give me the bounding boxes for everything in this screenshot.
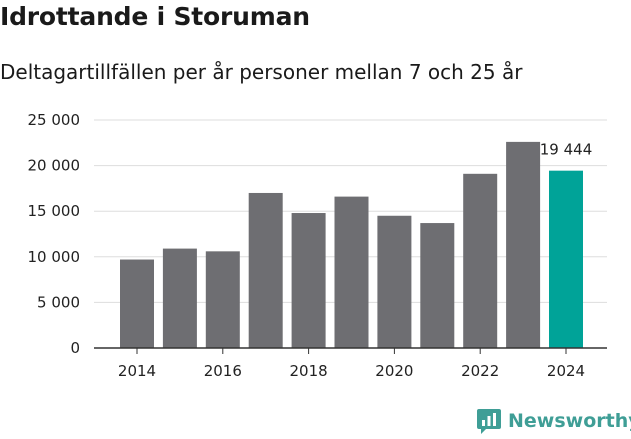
bar-2018 bbox=[291, 213, 326, 348]
chart-subtitle: Deltagartillfällen per år personer mella… bbox=[0, 60, 523, 84]
y-tick-label: 10 000 bbox=[28, 248, 81, 266]
x-tick-label: 2022 bbox=[461, 362, 499, 380]
bar-2017 bbox=[248, 192, 283, 348]
y-tick-label: 20 000 bbox=[28, 157, 81, 175]
bar-2016 bbox=[205, 251, 240, 348]
data-label: 19 444 bbox=[540, 141, 593, 159]
bar-2021 bbox=[420, 223, 455, 348]
newsworthy-brand: Newsworthy bbox=[476, 407, 631, 435]
chart-title: Idrottande i Storuman bbox=[0, 2, 310, 31]
y-tick-label: 15 000 bbox=[28, 202, 81, 220]
bar-2015 bbox=[162, 248, 197, 348]
bar-2022 bbox=[463, 173, 498, 348]
y-tick-label: 5 000 bbox=[37, 293, 80, 311]
bar-2019 bbox=[334, 196, 369, 348]
x-tick-label: 2020 bbox=[375, 362, 413, 380]
bar-2024 bbox=[549, 170, 583, 348]
x-tick-label: 2018 bbox=[290, 362, 328, 380]
newsworthy-logo-icon bbox=[477, 409, 501, 434]
bar-2020 bbox=[377, 215, 412, 348]
bar-2023 bbox=[506, 141, 541, 348]
y-tick-label: 25 000 bbox=[28, 111, 81, 129]
x-tick-label: 2016 bbox=[204, 362, 242, 380]
x-tick-label: 2024 bbox=[547, 362, 585, 380]
bar-2014 bbox=[120, 259, 154, 348]
x-tick-label: 2014 bbox=[118, 362, 156, 380]
brand-name: Newsworthy bbox=[508, 410, 631, 432]
y-tick-label: 0 bbox=[70, 339, 80, 357]
